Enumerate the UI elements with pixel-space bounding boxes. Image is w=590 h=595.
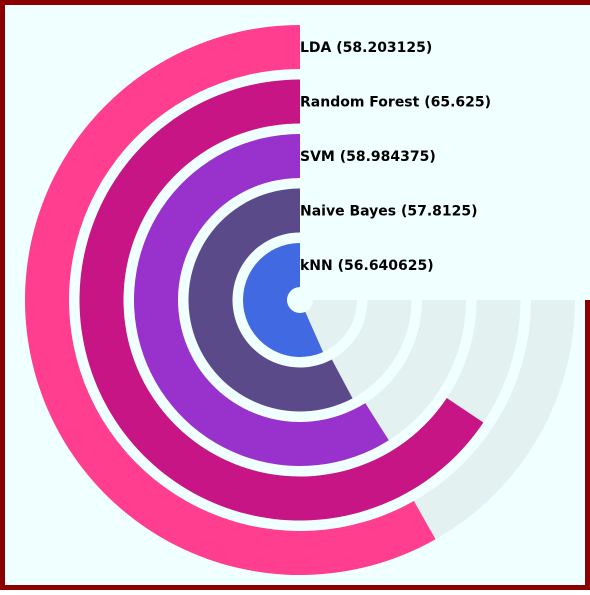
ring-bar-lda[interactable]: [24, 25, 436, 575]
ring-bar-knn[interactable]: [243, 243, 324, 357]
center-hub: [288, 288, 312, 312]
ring-label-random-forest: Random Forest (65.625): [300, 95, 491, 111]
ring-label-svm: SVM (58.984375): [300, 149, 436, 165]
radial-bar-chart: LDA (58.203125) Random Forest (65.625) SVM…: [24, 5, 590, 575]
ring-label-knn: kNN (56.640625): [300, 258, 434, 274]
label-area-background: [300, 5, 590, 300]
ring-bar-svm[interactable]: [133, 134, 389, 467]
ring-label-lda: LDA (58.203125): [300, 40, 432, 56]
ring-label-naive-bayes: Naive Bayes (57.8125): [300, 204, 478, 220]
ring-bar-naive-bayes[interactable]: [188, 188, 353, 412]
